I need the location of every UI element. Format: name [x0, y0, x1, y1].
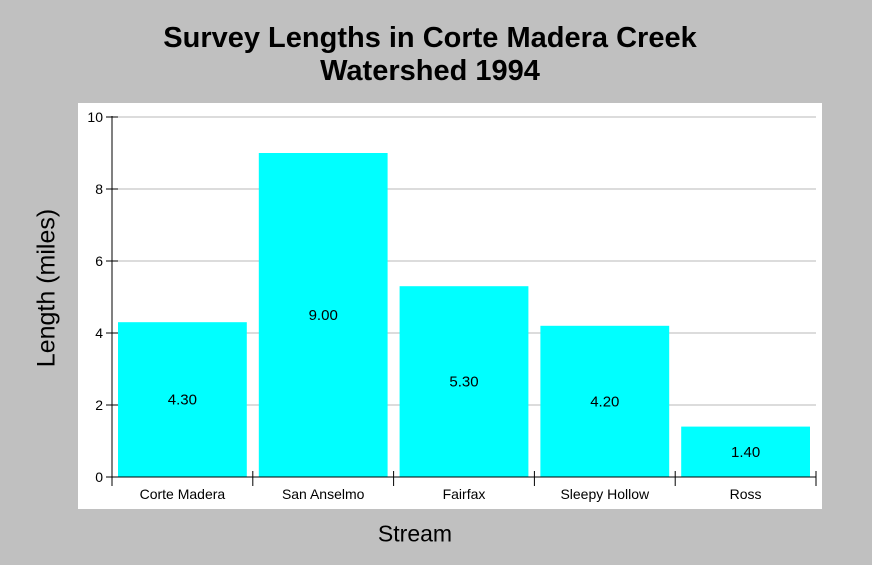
bar-value-label-3: 4.20 [590, 393, 619, 410]
bar-value-label-1: 9.00 [309, 307, 338, 324]
x-tick-label-0: Corte Madera [140, 486, 226, 502]
x-tick-label-4: Ross [730, 486, 762, 502]
labels: 0 2 4 6 8 10 4.30 9.00 5.30 4.20 1.40 Corte Madera S… [87, 109, 761, 502]
axes [106, 116, 817, 486]
y-tick-label-4: 8 [95, 181, 103, 197]
bar-0 [118, 322, 247, 477]
bar-value-label-4: 1.40 [731, 444, 760, 461]
y-tick-label-0: 0 [95, 469, 103, 485]
bar-4 [681, 426, 810, 477]
x-tick-label-2: Fairfax [443, 486, 486, 502]
chart-title-line-1: Survey Lengths in Corte Madera Creek [163, 22, 697, 54]
bar-2 [399, 286, 529, 477]
y-axis-label: Length (miles) [32, 208, 61, 368]
bar-3 [540, 325, 670, 477]
bars [118, 153, 810, 477]
x-tick-label-3: Sleepy Hollow [560, 486, 650, 502]
y-tick-label-2: 4 [95, 325, 103, 341]
y-tick-label-3: 6 [95, 253, 103, 269]
chart-title-line-2: Watershed 1994 [320, 55, 540, 87]
x-tick-label-1: San Anselmo [282, 486, 365, 502]
bar-value-label-0: 4.30 [168, 392, 197, 409]
y-tick-label-5: 10 [87, 109, 103, 125]
bar-value-label-2: 5.30 [449, 374, 478, 391]
x-axis-label: Stream [377, 520, 453, 547]
bar-1 [258, 153, 388, 477]
y-tick-label-1: 2 [95, 397, 103, 413]
chart-title: Survey Lengths in Corte Madera Creek Wat… [0, 22, 860, 88]
